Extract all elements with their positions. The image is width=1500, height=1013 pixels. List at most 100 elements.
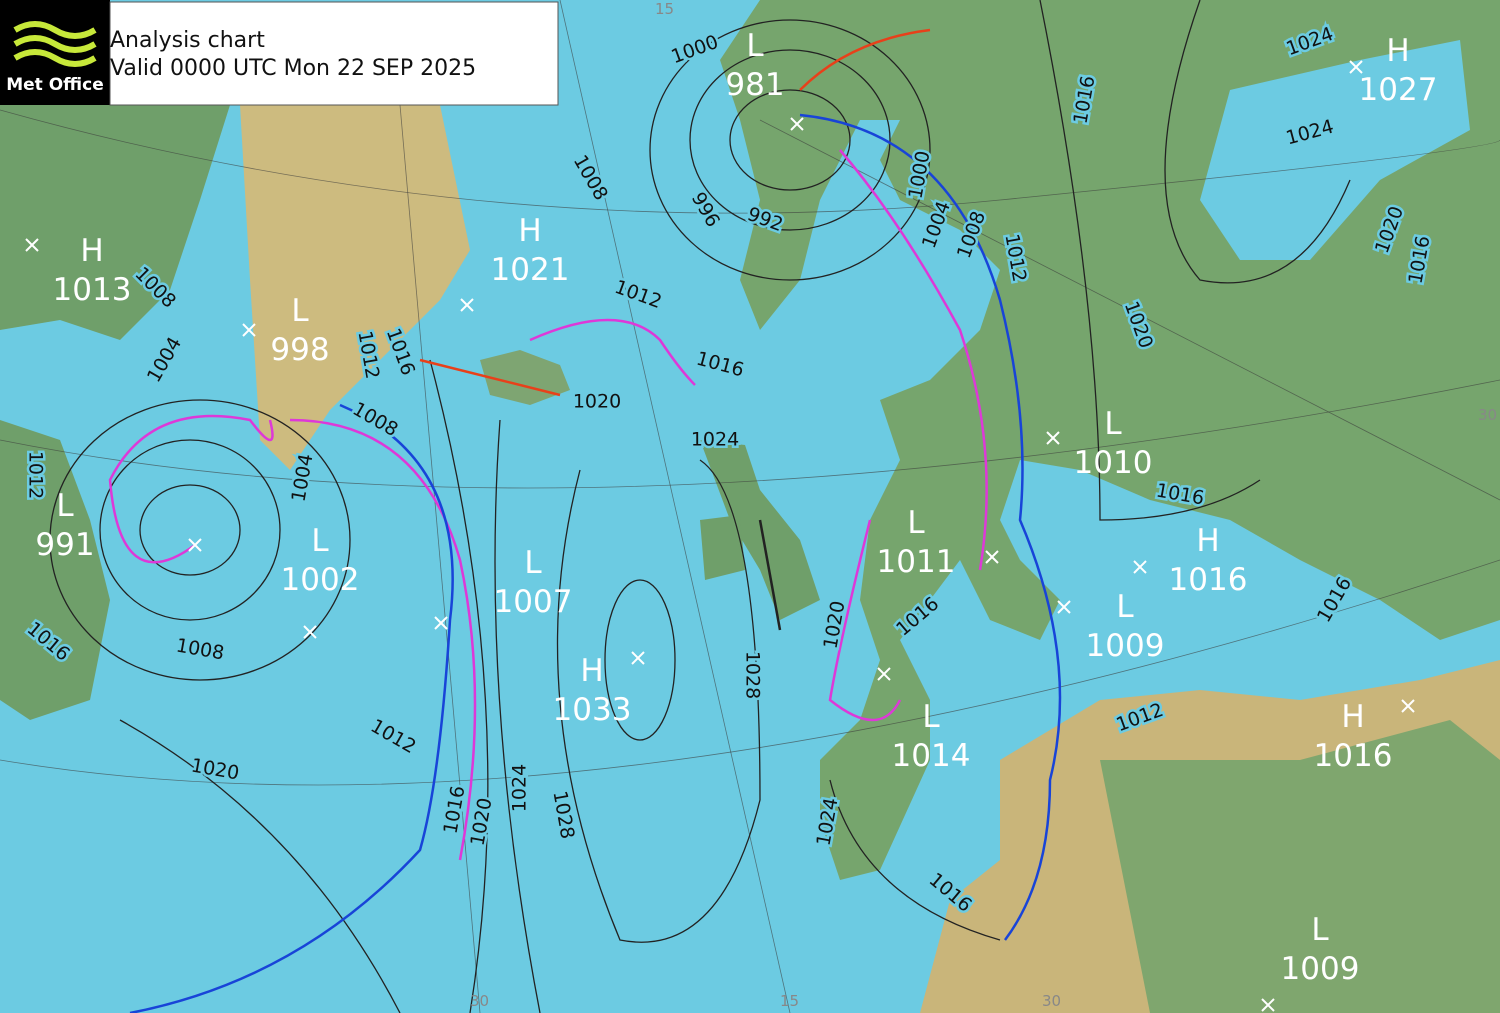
isobar <box>729 89 851 191</box>
centre-type: H <box>580 653 603 689</box>
isobar <box>556 459 761 943</box>
centre-pressure: 1010 <box>1074 445 1153 481</box>
centre-type: H <box>1341 699 1364 735</box>
centre-pressure: 998 <box>270 332 329 368</box>
centre-type: L <box>922 699 940 735</box>
isobar <box>1164 0 1351 284</box>
centre-pressure: 1016 <box>1314 738 1393 774</box>
isobar <box>99 439 281 621</box>
centre-marker <box>188 538 202 552</box>
isobar <box>49 399 351 681</box>
valid-time: Valid 0000 UTC Mon 22 SEP 2025 <box>110 56 476 81</box>
isobar <box>829 779 1001 941</box>
north-america <box>0 105 230 340</box>
centre-marker <box>242 323 256 337</box>
centre-pressure: 1009 <box>1086 628 1165 664</box>
occluded-front <box>529 318 696 386</box>
africa-lowland <box>1100 720 1500 1013</box>
centre-type: H <box>80 233 103 269</box>
centre-type: H <box>1196 523 1219 559</box>
occluded-front <box>108 414 274 564</box>
chart-title: Analysis chart <box>110 28 265 53</box>
cold-front <box>799 113 1062 941</box>
isobar <box>604 579 676 741</box>
great-britain <box>700 440 820 620</box>
fronts <box>108 28 1062 1013</box>
labrador <box>0 420 110 720</box>
grid-label: 15 <box>780 992 799 1010</box>
occluded-front <box>828 519 902 722</box>
centre-marker <box>1349 60 1363 74</box>
ireland <box>700 515 745 580</box>
centre-pressure: 1021 <box>491 252 570 288</box>
centre-marker <box>790 117 804 131</box>
centre-pressure: 1016 <box>1169 562 1248 598</box>
centre-pressure: 1002 <box>281 562 360 598</box>
isobar <box>494 419 541 1013</box>
grid-line <box>399 104 481 1013</box>
centre-type: L <box>311 523 329 559</box>
grid-label: 15 <box>655 0 674 18</box>
centre-pressure: 1033 <box>553 692 632 728</box>
centre-marker <box>1046 431 1060 445</box>
isobar <box>1039 0 1261 521</box>
centre-marker <box>1401 699 1415 713</box>
centre-marker <box>631 651 645 665</box>
centre-type: L <box>1116 589 1134 625</box>
isobar-label: 1020 <box>573 391 621 413</box>
centre-marker <box>303 625 317 639</box>
centre-pressure: 1009 <box>1281 951 1360 987</box>
centre-pressure: 1027 <box>1359 72 1438 108</box>
centre-type: L <box>56 488 74 524</box>
centre-type: L <box>524 545 542 581</box>
centre-pressure: 1013 <box>53 272 132 308</box>
logo-box <box>0 0 110 105</box>
isobar-label: 1024 <box>691 429 739 451</box>
centre-type: L <box>746 28 764 64</box>
grid-line <box>0 379 1500 489</box>
centre-pressure: 1007 <box>494 584 573 620</box>
occluded-front <box>289 418 477 861</box>
centre-marker <box>877 667 891 681</box>
grid-line <box>559 0 791 1013</box>
logo-text: Met Office <box>6 75 104 95</box>
centre-marker <box>1057 600 1071 614</box>
centre-type: L <box>1311 912 1329 948</box>
grid-line <box>0 109 1500 214</box>
isobar <box>689 49 891 231</box>
isobar <box>139 484 241 576</box>
grid-label: 30 <box>470 992 489 1010</box>
centre-type: L <box>291 293 309 329</box>
centre-pressure: 991 <box>35 527 94 563</box>
cold-front <box>129 403 454 1013</box>
grid-line <box>0 559 1500 786</box>
isobar <box>429 359 489 1013</box>
warm-front <box>799 28 931 91</box>
header-box <box>109 1 559 106</box>
logo-waves <box>13 21 97 67</box>
warm-front <box>419 358 561 397</box>
isobar <box>649 19 931 281</box>
centre-marker <box>25 238 39 252</box>
occluded-front <box>839 149 988 571</box>
isobar <box>119 719 401 1013</box>
trough <box>758 519 782 631</box>
centre-marker <box>434 616 448 630</box>
centre-marker <box>1261 998 1275 1012</box>
centre-type: L <box>907 505 925 541</box>
grid-label: 30 <box>1042 992 1061 1010</box>
centre-type: H <box>1386 33 1409 69</box>
logo: Met Office <box>0 0 110 105</box>
centre-pressure: 1011 <box>877 544 956 580</box>
isobar-label: 1012 <box>25 451 47 499</box>
centre-type: H <box>518 213 541 249</box>
baltic <box>1200 40 1470 260</box>
grid-label: 30 <box>1478 406 1497 424</box>
isobar-label: 1028 <box>742 651 764 699</box>
centre-marker <box>1133 560 1147 574</box>
greenland <box>240 105 470 470</box>
isobar-label: 1024 <box>509 764 531 812</box>
